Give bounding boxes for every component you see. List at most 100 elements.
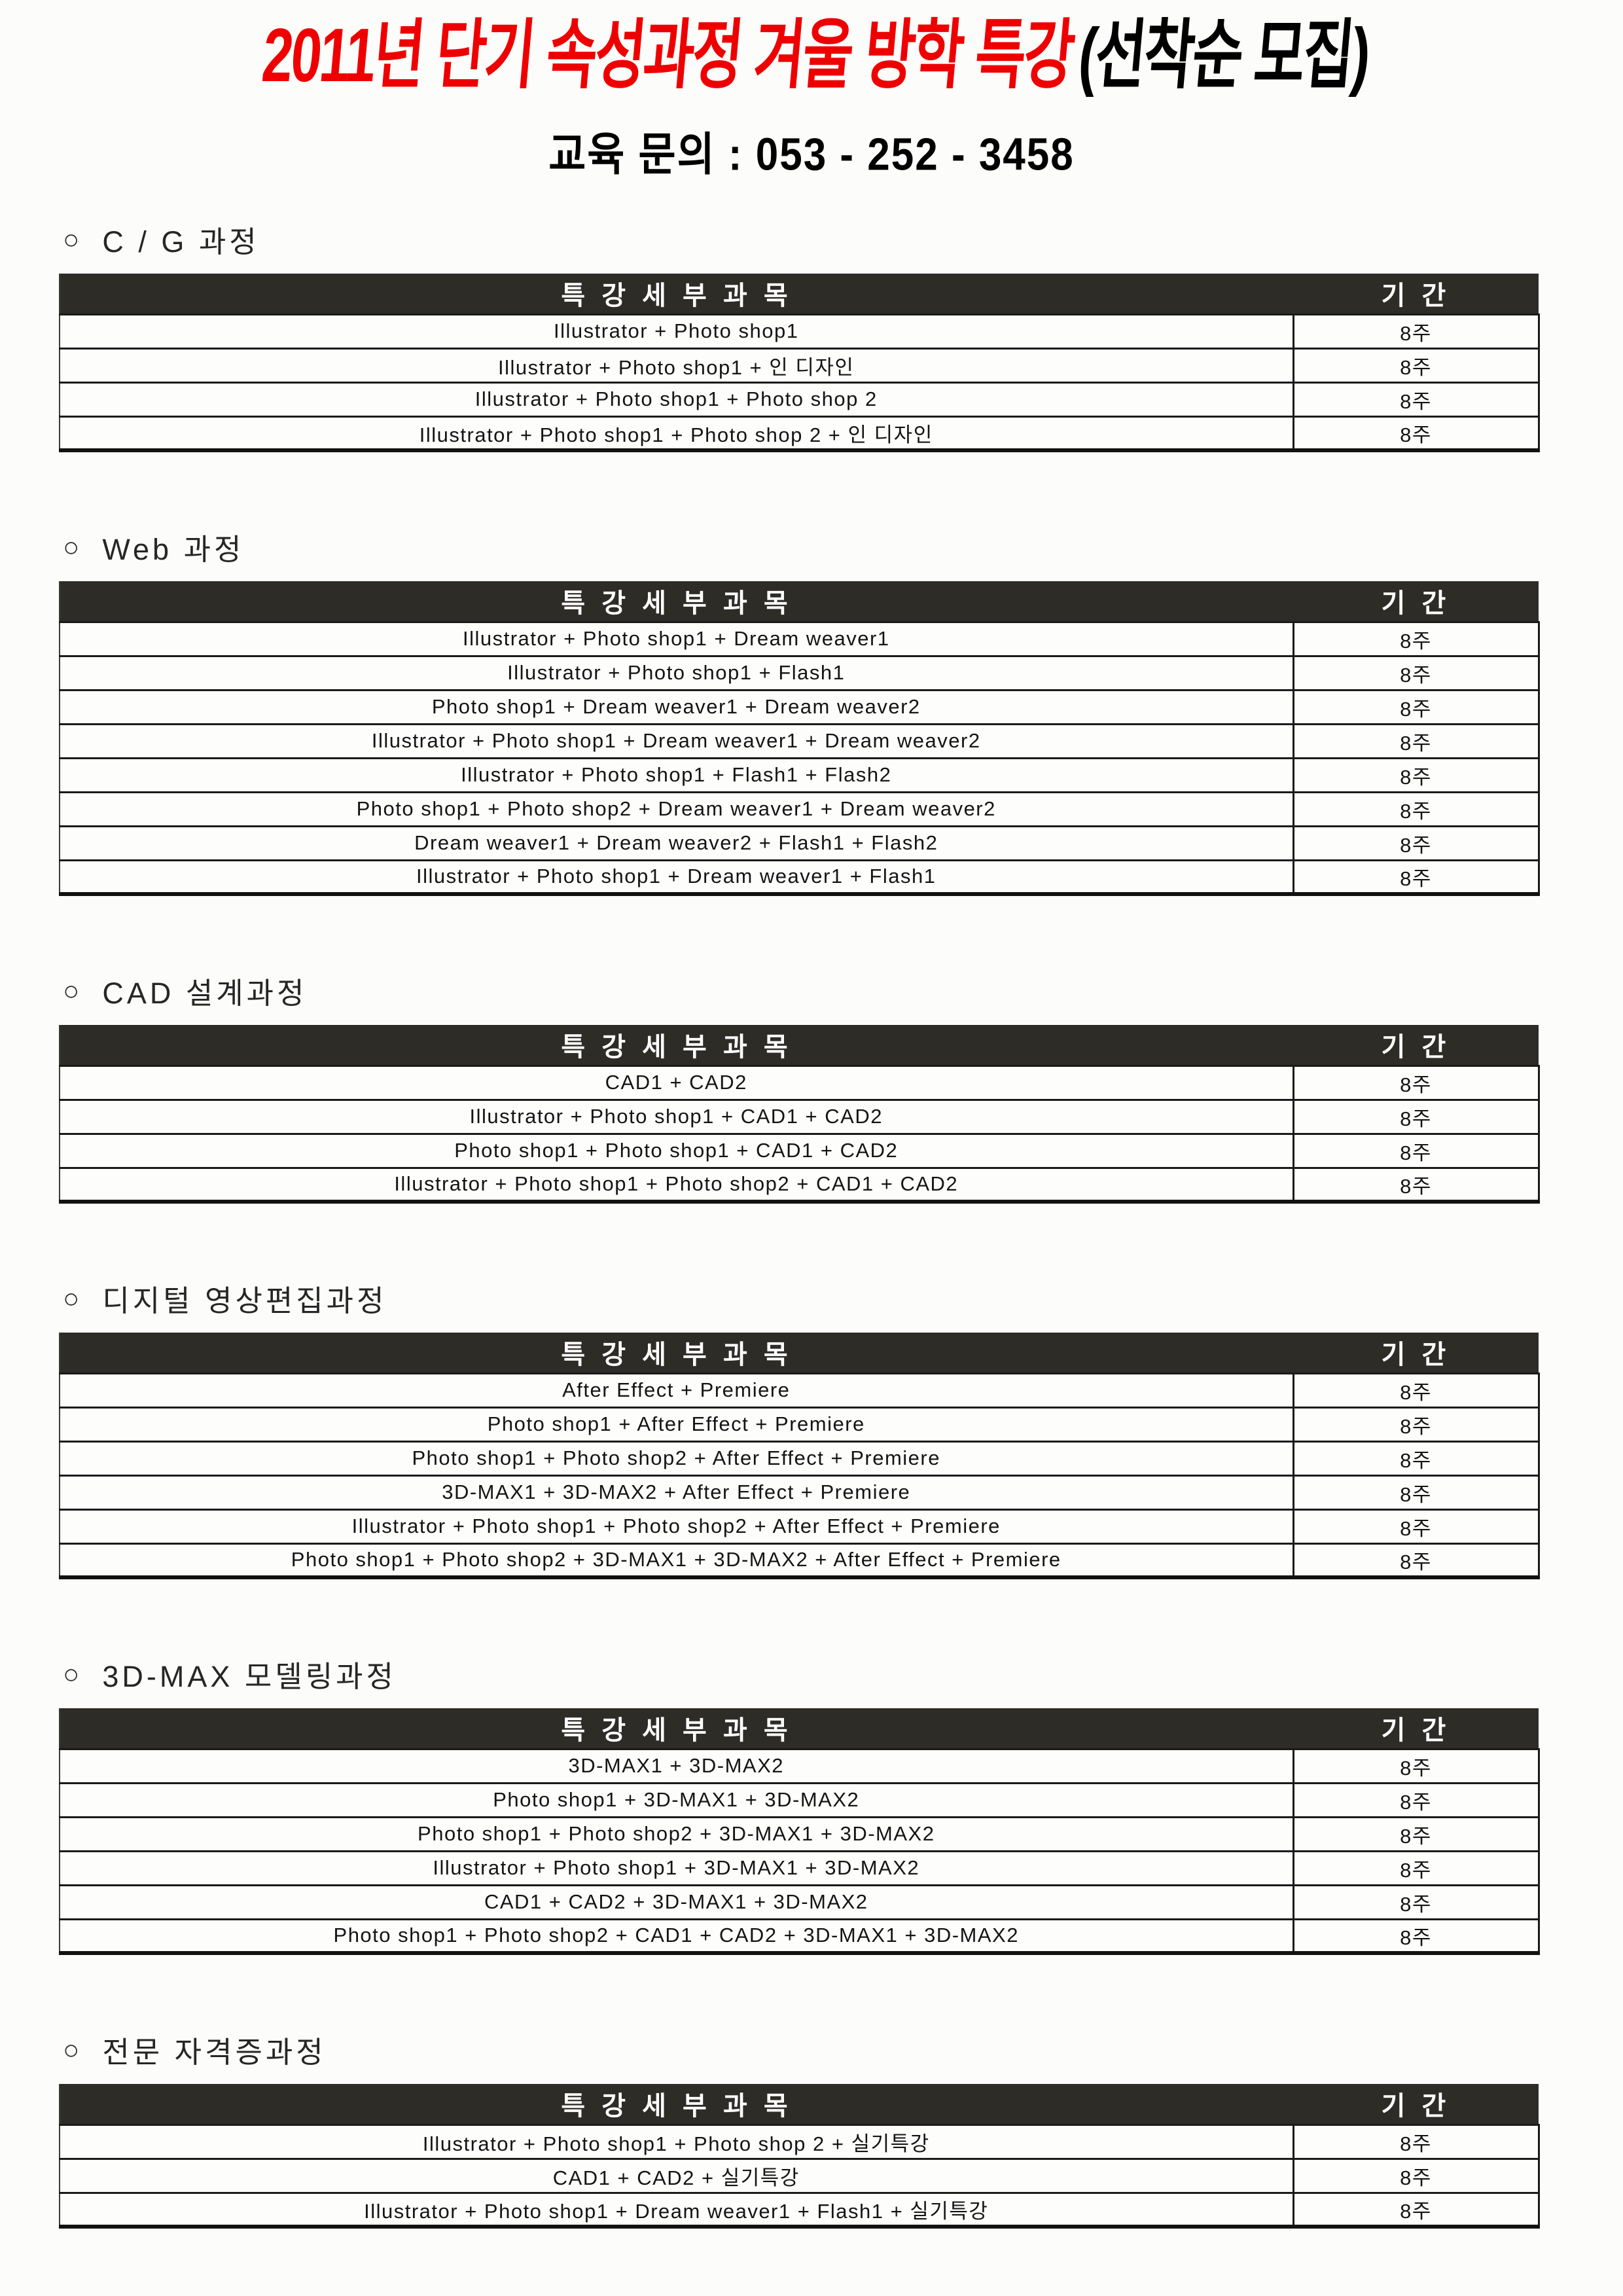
subject-column-header: 특 강 세 부 과 목 <box>60 274 1293 315</box>
course-subject: Illustrator + Photo shop1 + Photo shop2 … <box>60 1509 1293 1545</box>
table-row: CAD1 + CAD2 + 실기특강 8주 <box>60 2159 1540 2194</box>
course-subject: Illustrator + Photo shop1 + Photo shop 2… <box>60 2125 1293 2160</box>
course-section: ○ Web 과정 특 강 세 부 과 목 기 간 Illustrator + P… <box>59 526 1540 896</box>
course-subject: CAD1 + CAD2 + 실기특강 <box>60 2159 1293 2194</box>
table-row: Illustrator + Photo shop1 + Flash1 8주 <box>60 656 1540 691</box>
course-duration: 8주 <box>1292 690 1540 725</box>
section-title-text: 전문 자격증과정 <box>102 2036 327 2069</box>
course-duration: 8주 <box>1292 1407 1540 1443</box>
course-subject: Photo shop1 + Photo shop2 + After Effect… <box>60 1441 1293 1477</box>
table-row: 3D-MAX1 + 3D-MAX2 8주 <box>60 1749 1540 1784</box>
table-row: Illustrator + Photo shop1 + CAD1 + CAD2 … <box>60 1100 1540 1135</box>
course-subject: Illustrator + Photo shop1 + Dream weaver… <box>60 2193 1293 2229</box>
table-row: Photo shop1 + Photo shop2 + CAD1 + CAD2 … <box>60 1919 1540 1955</box>
course-duration: 8주 <box>1292 348 1540 384</box>
course-subject: Photo shop1 + Photo shop2 + 3D-MAX1 + 3D… <box>60 1543 1293 1579</box>
course-subject: Illustrator + Photo shop1 + CAD1 + CAD2 <box>60 1100 1293 1135</box>
table-row: Illustrator + Photo shop1 + Photo shop2 … <box>60 1168 1540 1204</box>
table-row: Illustrator + Photo shop1 + 3D-MAX1 + 3D… <box>60 1851 1540 1886</box>
table-row: Photo shop1 + Photo shop2 + 3D-MAX1 + 3D… <box>60 1817 1540 1852</box>
table-header-row: 특 강 세 부 과 목 기 간 <box>60 274 1539 315</box>
page-title-note: (선착순 모집) <box>1075 12 1372 98</box>
course-duration: 8주 <box>1292 792 1540 827</box>
duration-column-header: 기 간 <box>1293 1708 1539 1750</box>
duration-column-header: 기 간 <box>1293 1025 1539 1067</box>
table-row: Illustrator + Photo shop1 + Dream weaver… <box>60 724 1540 759</box>
section-title-text: C / G 과정 <box>102 225 260 259</box>
course-subject: After Effect + Premiere <box>60 1373 1293 1408</box>
table-row: Illustrator + Photo shop1 8주 <box>60 314 1540 350</box>
contact-phone-line: 교육 문의 : 053 - 252 - 3458 <box>548 130 1075 181</box>
course-subject: Photo shop1 + After Effect + Premiere <box>60 1407 1293 1443</box>
course-section-list: ○ C / G 과정 특 강 세 부 과 목 기 간 Illustrator +… <box>0 218 1623 2229</box>
course-subject: Illustrator + Photo shop1 + Dream weaver… <box>60 860 1293 896</box>
course-subject: Illustrator + Photo shop1 <box>60 314 1293 350</box>
course-subject: Illustrator + Photo shop1 + Flash1 <box>60 656 1293 691</box>
table-row: Photo shop1 + Dream weaver1 + Dream weav… <box>60 690 1540 725</box>
course-subject: Illustrator + Photo shop1 + Photo shop2 … <box>60 1168 1293 1204</box>
table-header-row: 특 강 세 부 과 목 기 간 <box>60 1333 1539 1374</box>
duration-column-header: 기 간 <box>1293 581 1539 623</box>
circle-bullet-icon: ○ <box>63 531 83 562</box>
course-duration: 8주 <box>1292 1817 1540 1852</box>
duration-column-header: 기 간 <box>1293 2084 1539 2126</box>
course-duration: 8주 <box>1292 656 1540 691</box>
course-duration: 8주 <box>1292 314 1540 350</box>
section-title: ○ 디지털 영상편집과정 <box>59 1277 1538 1319</box>
course-subject: Dream weaver1 + Dream weaver2 + Flash1 +… <box>60 826 1293 861</box>
course-duration: 8주 <box>1292 1168 1540 1204</box>
table-header-row: 특 강 세 부 과 목 기 간 <box>60 581 1539 623</box>
course-subject: Photo shop1 + Photo shop2 + 3D-MAX1 + 3D… <box>60 1817 1293 1852</box>
course-duration: 8주 <box>1292 2159 1540 2194</box>
table-row: CAD1 + CAD2 + 3D-MAX1 + 3D-MAX2 8주 <box>60 1885 1540 1920</box>
table-body: CAD1 + CAD2 8주 Illustrator + Photo shop1… <box>60 1066 1540 1204</box>
course-subject: Photo shop1 + Dream weaver1 + Dream weav… <box>60 690 1293 725</box>
course-section: ○ 디지털 영상편집과정 특 강 세 부 과 목 기 간 After Effec… <box>59 1277 1540 1579</box>
course-subject: Illustrator + Photo shop1 + Dream weaver… <box>60 622 1293 657</box>
course-section: ○ 3D-MAX 모델링과정 특 강 세 부 과 목 기 간 3D-MAX1 +… <box>59 1653 1540 1955</box>
table-body: Illustrator + Photo shop1 + Dream weaver… <box>60 622 1540 896</box>
duration-column-header: 기 간 <box>1293 1333 1539 1374</box>
circle-bullet-icon: ○ <box>63 1658 83 1689</box>
subject-column-header: 특 강 세 부 과 목 <box>60 1025 1293 1067</box>
course-duration: 8주 <box>1292 1475 1540 1511</box>
table-body: Illustrator + Photo shop1 + Photo shop 2… <box>60 2125 1540 2229</box>
course-duration: 8주 <box>1292 1749 1540 1784</box>
circle-bullet-icon: ○ <box>63 223 83 255</box>
table-row: 3D-MAX1 + 3D-MAX2 + After Effect + Premi… <box>60 1475 1540 1511</box>
page-header: 2011년 단기 속성과정 겨울 방학 특강(선착순 모집) 교육 문의 : 0… <box>0 0 1623 180</box>
table-row: Illustrator + Photo shop1 + 인 디자인 8주 <box>60 348 1540 384</box>
section-title: ○ Web 과정 <box>59 526 1538 568</box>
circle-bullet-icon: ○ <box>63 975 83 1006</box>
section-title: ○ 3D-MAX 모델링과정 <box>59 1653 1538 1695</box>
course-table: 특 강 세 부 과 목 기 간 Illustrator + Photo shop… <box>59 274 1540 452</box>
subject-column-header: 특 강 세 부 과 목 <box>60 1333 1293 1374</box>
course-duration: 8주 <box>1292 1100 1540 1135</box>
section-title: ○ CAD 설계과정 <box>59 969 1538 1012</box>
course-subject: CAD1 + CAD2 <box>60 1066 1293 1101</box>
circle-bullet-icon: ○ <box>63 1282 83 1314</box>
course-duration: 8주 <box>1292 1543 1540 1579</box>
subject-column-header: 특 강 세 부 과 목 <box>60 581 1293 623</box>
table-body: Illustrator + Photo shop1 8주 Illustrator… <box>60 314 1540 452</box>
course-table: 특 강 세 부 과 목 기 간 Illustrator + Photo shop… <box>59 2084 1540 2229</box>
page-title: 2011년 단기 속성과정 겨울 방학 특강(선착순 모집) <box>259 8 1372 103</box>
course-duration: 8주 <box>1292 1509 1540 1545</box>
course-subject: Photo shop1 + Photo shop2 + CAD1 + CAD2 … <box>60 1919 1293 1955</box>
table-row: Illustrator + Photo shop1 + Dream weaver… <box>60 2193 1540 2229</box>
course-table: 특 강 세 부 과 목 기 간 Illustrator + Photo shop… <box>59 581 1540 896</box>
course-subject: Illustrator + Photo shop1 + Photo shop 2 <box>60 382 1293 418</box>
course-subject: 3D-MAX1 + 3D-MAX2 + After Effect + Premi… <box>60 1475 1293 1511</box>
course-duration: 8주 <box>1292 1783 1540 1818</box>
course-duration: 8주 <box>1292 416 1540 452</box>
section-title-text: 디지털 영상편집과정 <box>102 1284 387 1318</box>
course-subject: Illustrator + Photo shop1 + 3D-MAX1 + 3D… <box>60 1851 1293 1886</box>
course-duration: 8주 <box>1292 2193 1540 2229</box>
table-row: Photo shop1 + 3D-MAX1 + 3D-MAX2 8주 <box>60 1783 1540 1818</box>
course-section: ○ C / G 과정 특 강 세 부 과 목 기 간 Illustrator +… <box>59 218 1540 452</box>
course-duration: 8주 <box>1292 1851 1540 1886</box>
course-duration: 8주 <box>1292 1373 1540 1408</box>
course-subject: Illustrator + Photo shop1 + Photo shop 2… <box>60 416 1293 452</box>
course-duration: 8주 <box>1292 826 1540 861</box>
